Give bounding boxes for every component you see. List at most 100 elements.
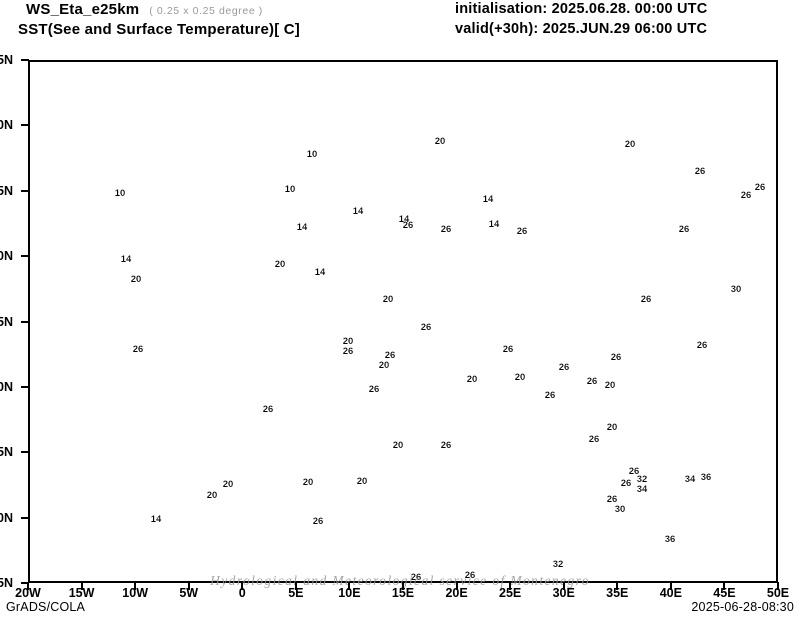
- x-axis-tick-label: 30E: [552, 586, 575, 600]
- x-axis-tick-mark: [80, 582, 83, 590]
- svg-text:14: 14: [483, 194, 494, 205]
- svg-text:26: 26: [587, 376, 598, 387]
- svg-text:26: 26: [441, 440, 452, 451]
- svg-text:20: 20: [383, 294, 394, 305]
- sst-contour-map[interactable]: 10 10 10 14 14 14 14 14 14 14 14 20 20 2…: [30, 62, 776, 581]
- y-axis-tick-label: 25N: [0, 576, 13, 590]
- x-axis-tick-mark: [134, 582, 137, 590]
- y-axis-tick-mark: [21, 255, 29, 258]
- contour-lines: [30, 101, 776, 581]
- y-axis-tick-label: 45N: [0, 314, 13, 329]
- y-axis-tick-mark: [21, 451, 29, 454]
- svg-text:26: 26: [611, 352, 622, 363]
- x-axis-tick-label: 40E: [659, 586, 682, 600]
- svg-text:14: 14: [353, 206, 364, 217]
- y-axis-tick-mark: [21, 582, 29, 584]
- svg-text:20: 20: [435, 136, 446, 147]
- x-axis-tick-mark: [616, 582, 619, 590]
- svg-text:26: 26: [343, 346, 354, 357]
- initialisation-time: initialisation: 2025.06.28. 00:00 UTC: [455, 1, 708, 17]
- x-axis-tick-mark: [187, 582, 190, 590]
- svg-text:26: 26: [133, 344, 144, 355]
- svg-text:26: 26: [441, 224, 452, 235]
- svg-text:20: 20: [379, 360, 390, 371]
- y-axis-tick-mark: [21, 385, 29, 388]
- coastline-and-borders: [78, 77, 776, 581]
- contour-value-labels: 10 10 10 14 14 14 14 14 14 14 14 20 20 2…: [115, 136, 766, 581]
- svg-text:20: 20: [207, 490, 218, 501]
- svg-text:14: 14: [151, 514, 162, 525]
- map-plot-frame[interactable]: 10 10 10 14 14 14 14 14 14 14 14 20 20 2…: [28, 60, 778, 583]
- svg-text:26: 26: [559, 362, 570, 373]
- y-axis-tick-mark: [21, 320, 29, 323]
- y-axis-tick-label: 55N: [0, 183, 13, 198]
- x-axis-tick-label: 15W: [68, 586, 95, 600]
- svg-text:20: 20: [343, 336, 354, 347]
- x-axis-tick-label: 20E: [445, 586, 468, 600]
- svg-text:26: 26: [403, 220, 414, 231]
- y-axis-tick-label: 35N: [0, 445, 13, 460]
- y-axis-tick-label: 50N: [0, 249, 13, 264]
- x-axis-tick-label: 20W: [15, 586, 41, 600]
- svg-text:36: 36: [701, 472, 712, 483]
- svg-text:14: 14: [399, 214, 410, 225]
- svg-text:36: 36: [665, 534, 676, 545]
- svg-text:20: 20: [357, 476, 368, 487]
- svg-text:26: 26: [263, 404, 274, 415]
- svg-text:14: 14: [489, 219, 500, 230]
- svg-text:20: 20: [393, 440, 404, 451]
- x-axis-tick-label: 45E: [713, 586, 736, 600]
- svg-text:20: 20: [303, 477, 314, 488]
- svg-text:20: 20: [605, 380, 616, 391]
- y-axis-tick-label: 65N: [0, 53, 13, 67]
- svg-text:30: 30: [731, 284, 742, 295]
- chart-header: WS_Eta_e25km ( 0.25 x 0.25 degree ) SST(S…: [0, 0, 800, 56]
- x-axis-tick-mark: [241, 582, 244, 590]
- x-axis-tick-label: 35E: [606, 586, 629, 600]
- svg-text:26: 26: [503, 344, 514, 355]
- x-axis-tick-label: 50E: [766, 586, 790, 600]
- svg-text:26: 26: [755, 182, 766, 193]
- x-axis-tick-mark: [455, 582, 458, 590]
- x-axis-tick-label: 10E: [338, 586, 361, 600]
- generated-timestamp: 2025-06-28-08:30: [691, 600, 794, 614]
- svg-text:14: 14: [315, 267, 326, 278]
- y-axis-tick-mark: [21, 189, 29, 192]
- svg-text:26: 26: [385, 350, 396, 361]
- x-axis-tick-label: 25E: [499, 586, 522, 600]
- svg-text:20: 20: [515, 372, 526, 383]
- svg-text:26: 26: [695, 166, 706, 177]
- x-axis-tick-mark: [777, 582, 779, 590]
- x-axis-tick-label: 15E: [391, 586, 415, 600]
- svg-text:32: 32: [637, 474, 648, 485]
- y-axis-tick-label: 30N: [0, 510, 13, 525]
- svg-text:26: 26: [641, 294, 652, 305]
- svg-text:20: 20: [131, 274, 142, 285]
- svg-text:26: 26: [589, 434, 600, 445]
- svg-text:20: 20: [625, 139, 636, 150]
- x-axis-tick-mark: [348, 582, 351, 590]
- svg-text:34: 34: [685, 474, 696, 485]
- svg-text:30: 30: [615, 504, 626, 515]
- model-name: WS_Eta_e25km: [26, 1, 140, 18]
- x-axis-tick-mark: [294, 582, 297, 590]
- model-name-line: WS_Eta_e25km ( 0.25 x 0.25 degree ): [26, 1, 263, 18]
- y-axis-tick-mark: [21, 59, 29, 61]
- y-axis-tick-mark: [21, 124, 29, 127]
- svg-text:26: 26: [679, 224, 690, 235]
- svg-text:26: 26: [313, 516, 324, 527]
- y-axis-tick-label: 60N: [0, 118, 13, 133]
- svg-text:26: 26: [421, 322, 432, 333]
- svg-text:20: 20: [275, 259, 286, 270]
- svg-text:20: 20: [607, 422, 618, 433]
- x-axis-tick-mark: [402, 582, 404, 590]
- valid-time: valid(+30h): 2025.JUN.29 06:00 UTC: [455, 21, 708, 37]
- x-axis-tick-mark: [669, 582, 672, 590]
- svg-text:14: 14: [297, 222, 308, 233]
- producer-label: GrADS/COLA: [6, 600, 86, 614]
- svg-text:26: 26: [411, 572, 422, 581]
- svg-text:26: 26: [607, 494, 618, 505]
- svg-text:34: 34: [637, 484, 648, 495]
- svg-text:10: 10: [307, 149, 318, 160]
- svg-text:26: 26: [629, 466, 640, 477]
